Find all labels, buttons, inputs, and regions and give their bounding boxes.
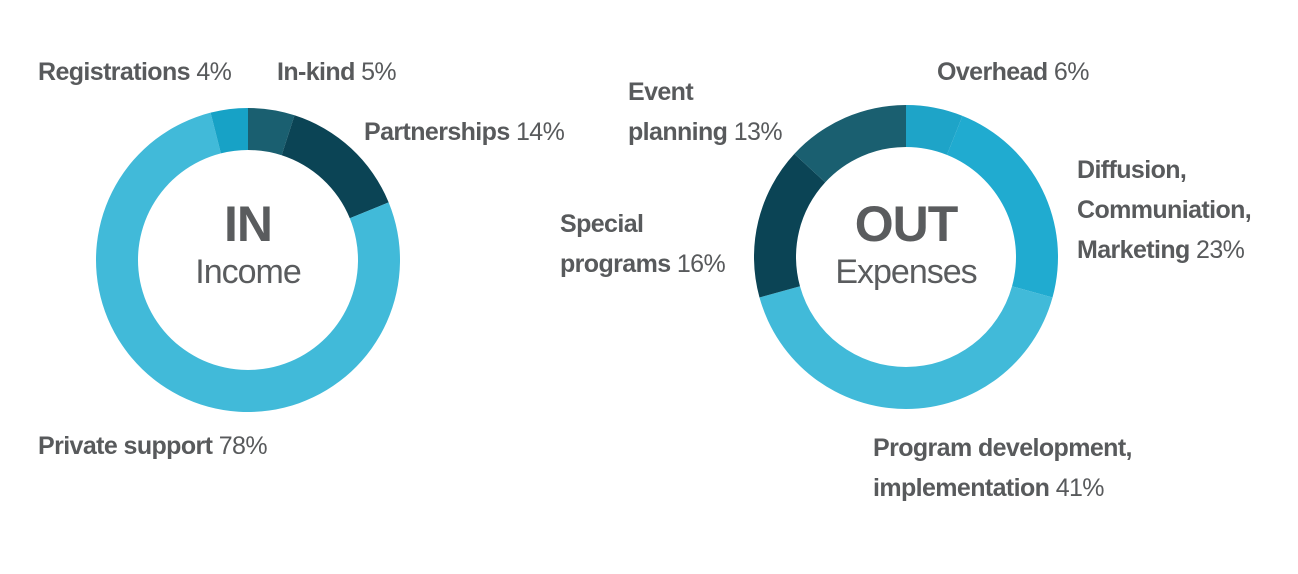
expenses-slice-4 bbox=[794, 105, 906, 183]
income-center-label: IN Income bbox=[148, 196, 348, 292]
label-partnerships: Partnerships 14% bbox=[364, 118, 565, 146]
expenses-slice-1 bbox=[946, 115, 1058, 298]
label-registrations: Registrations 4% bbox=[38, 58, 232, 86]
expenses-donut bbox=[753, 105, 1058, 410]
label-special-programs: Special programs 16% bbox=[560, 210, 726, 278]
expenses-slice-0 bbox=[906, 105, 963, 155]
expenses-center-primary: OUT bbox=[854, 196, 959, 252]
label-event-planning: Event planning 13% bbox=[628, 78, 783, 146]
income-slice-1 bbox=[281, 115, 389, 219]
income-center-secondary: Income bbox=[195, 253, 302, 291]
expenses-center-label: OUT Expenses bbox=[806, 196, 1006, 292]
income-slice-0 bbox=[248, 108, 295, 156]
expenses-center-secondary: Expenses bbox=[835, 253, 977, 291]
expenses-slice-2 bbox=[759, 286, 1053, 410]
label-program-development: Program development, implementation 41% bbox=[873, 434, 1133, 502]
label-overhead: Overhead 6% bbox=[937, 58, 1089, 86]
expenses-slice-3 bbox=[753, 153, 826, 298]
label-in-kind: In-kind 5% bbox=[277, 58, 397, 86]
label-diffusion: Diffusion, Communiation, Marketing 23% bbox=[1077, 156, 1252, 264]
income-slice-3 bbox=[210, 108, 248, 154]
income-center-primary: IN bbox=[224, 196, 273, 252]
label-private-support: Private support 78% bbox=[38, 432, 268, 460]
income-donut bbox=[96, 108, 400, 413]
